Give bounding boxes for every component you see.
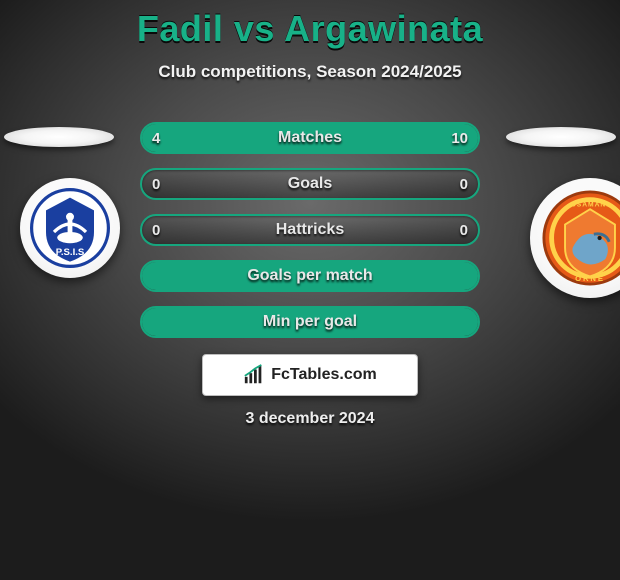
brand-box: FcTables.com	[202, 354, 418, 396]
stat-value-left: 0	[142, 216, 170, 244]
stat-fill-right	[236, 124, 478, 152]
stat-value-left: 0	[142, 170, 170, 198]
club-crest-left-icon: P.S.I.S	[30, 188, 110, 268]
stat-row-min_per_goal: Min per goal	[140, 306, 480, 338]
club-crest-right: USAMANI ORNE	[530, 178, 620, 298]
stat-row-matches: 410Matches	[140, 122, 480, 154]
club-crest-right-icon: USAMANI ORNE	[542, 190, 620, 286]
bar-chart-icon	[243, 364, 265, 386]
stat-label: Goals	[142, 170, 478, 198]
stat-fill-full	[142, 308, 478, 336]
subtitle: Club competitions, Season 2024/2025	[0, 62, 620, 82]
club-crest-left: P.S.I.S	[20, 178, 120, 278]
stat-value-right: 0	[450, 170, 478, 198]
brand-text: FcTables.com	[271, 366, 377, 384]
player-left-platform	[4, 127, 114, 147]
infographic-root: Fadil vs Argawinata Club competitions, S…	[0, 0, 620, 580]
player-right-platform	[506, 127, 616, 147]
stat-label: Hattricks	[142, 216, 478, 244]
svg-text:USAMANI: USAMANI	[571, 201, 609, 208]
svg-text:ORNE: ORNE	[575, 274, 605, 283]
date-text: 3 december 2024	[0, 410, 620, 428]
stat-row-goals: 0 0Goals	[140, 168, 480, 200]
page-title: Fadil vs Argawinata	[0, 0, 620, 50]
stat-rows: 410Matches00Goals00HattricksGoals per ma…	[140, 122, 480, 352]
stat-fill-left	[142, 124, 236, 152]
stat-fill-full	[142, 262, 478, 290]
stat-row-hattricks: 0 0Hattricks	[140, 214, 480, 246]
stat-row-goals_per_match: Goals per match	[140, 260, 480, 292]
stat-value-right: 0	[450, 216, 478, 244]
svg-text:P.S.I.S: P.S.I.S	[56, 247, 85, 258]
